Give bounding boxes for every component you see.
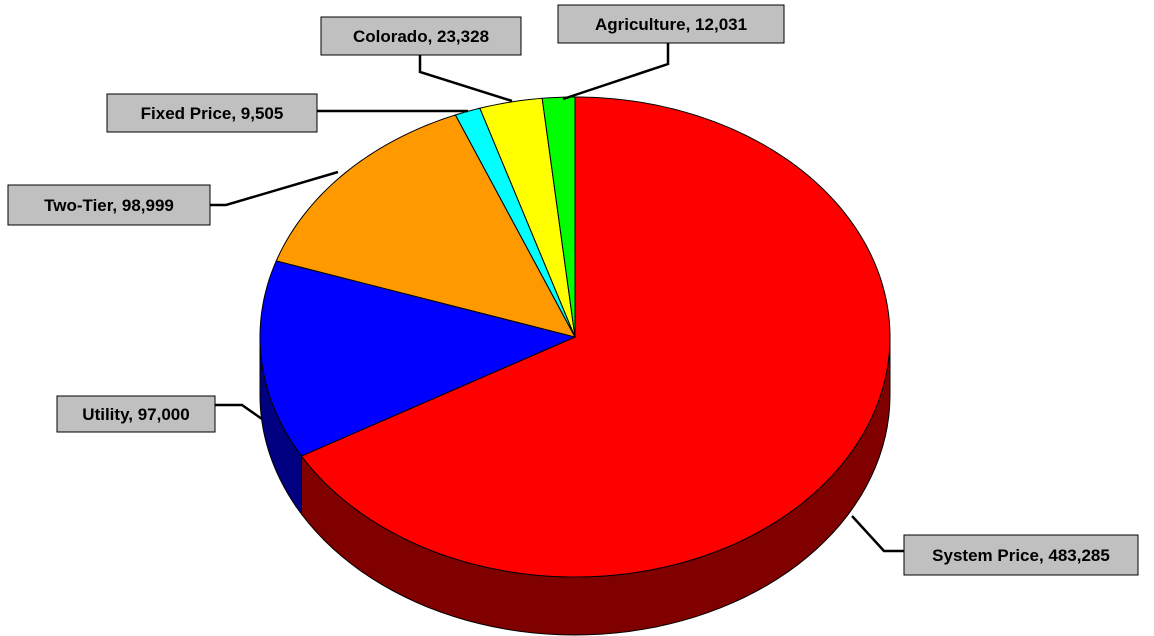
leader-lines xyxy=(210,43,904,553)
leader-line-utility xyxy=(215,403,263,421)
data-label-box xyxy=(557,4,785,44)
leader-line-system-price xyxy=(851,515,904,553)
leader-line-colorado xyxy=(418,55,513,103)
leader-line-agriculture xyxy=(562,43,670,101)
data-label-two-tier: Two-Tier, 98,999 xyxy=(7,184,211,226)
data-label-box xyxy=(903,534,1139,576)
data-label-text: Colorado, 23,328 xyxy=(353,27,489,46)
data-label-box xyxy=(106,93,318,133)
data-label-box xyxy=(56,395,216,433)
data-labels: System Price, 483,285 Utility, 97,000 Two-… xyxy=(7,4,1139,576)
leader-line-two-tier xyxy=(210,170,339,207)
data-label-system-price: System Price, 483,285 xyxy=(903,534,1139,576)
data-label-agriculture: Agriculture, 12,031 xyxy=(557,4,785,44)
pie-slice-two-tier xyxy=(275,114,576,338)
data-label-box xyxy=(7,184,211,226)
pie-slices xyxy=(259,96,891,578)
data-label-box xyxy=(320,16,522,56)
pie-slice-system-price xyxy=(300,96,891,578)
data-label-text: Fixed Price, 9,505 xyxy=(141,104,284,123)
data-label-colorado: Colorado, 23,328 xyxy=(320,16,522,56)
pie-slice-colorado xyxy=(479,97,576,338)
pie-slice-utility xyxy=(259,260,577,457)
data-label-text: System Price, 483,285 xyxy=(932,546,1110,565)
data-label-text: Agriculture, 12,031 xyxy=(595,15,747,34)
data-label-utility: Utility, 97,000 xyxy=(56,395,216,433)
data-label-fixed-price: Fixed Price, 9,505 xyxy=(106,93,318,133)
data-label-text: Utility, 97,000 xyxy=(82,405,189,424)
data-label-text: Two-Tier, 98,999 xyxy=(44,196,174,215)
pie-slice-agriculture xyxy=(541,96,576,338)
